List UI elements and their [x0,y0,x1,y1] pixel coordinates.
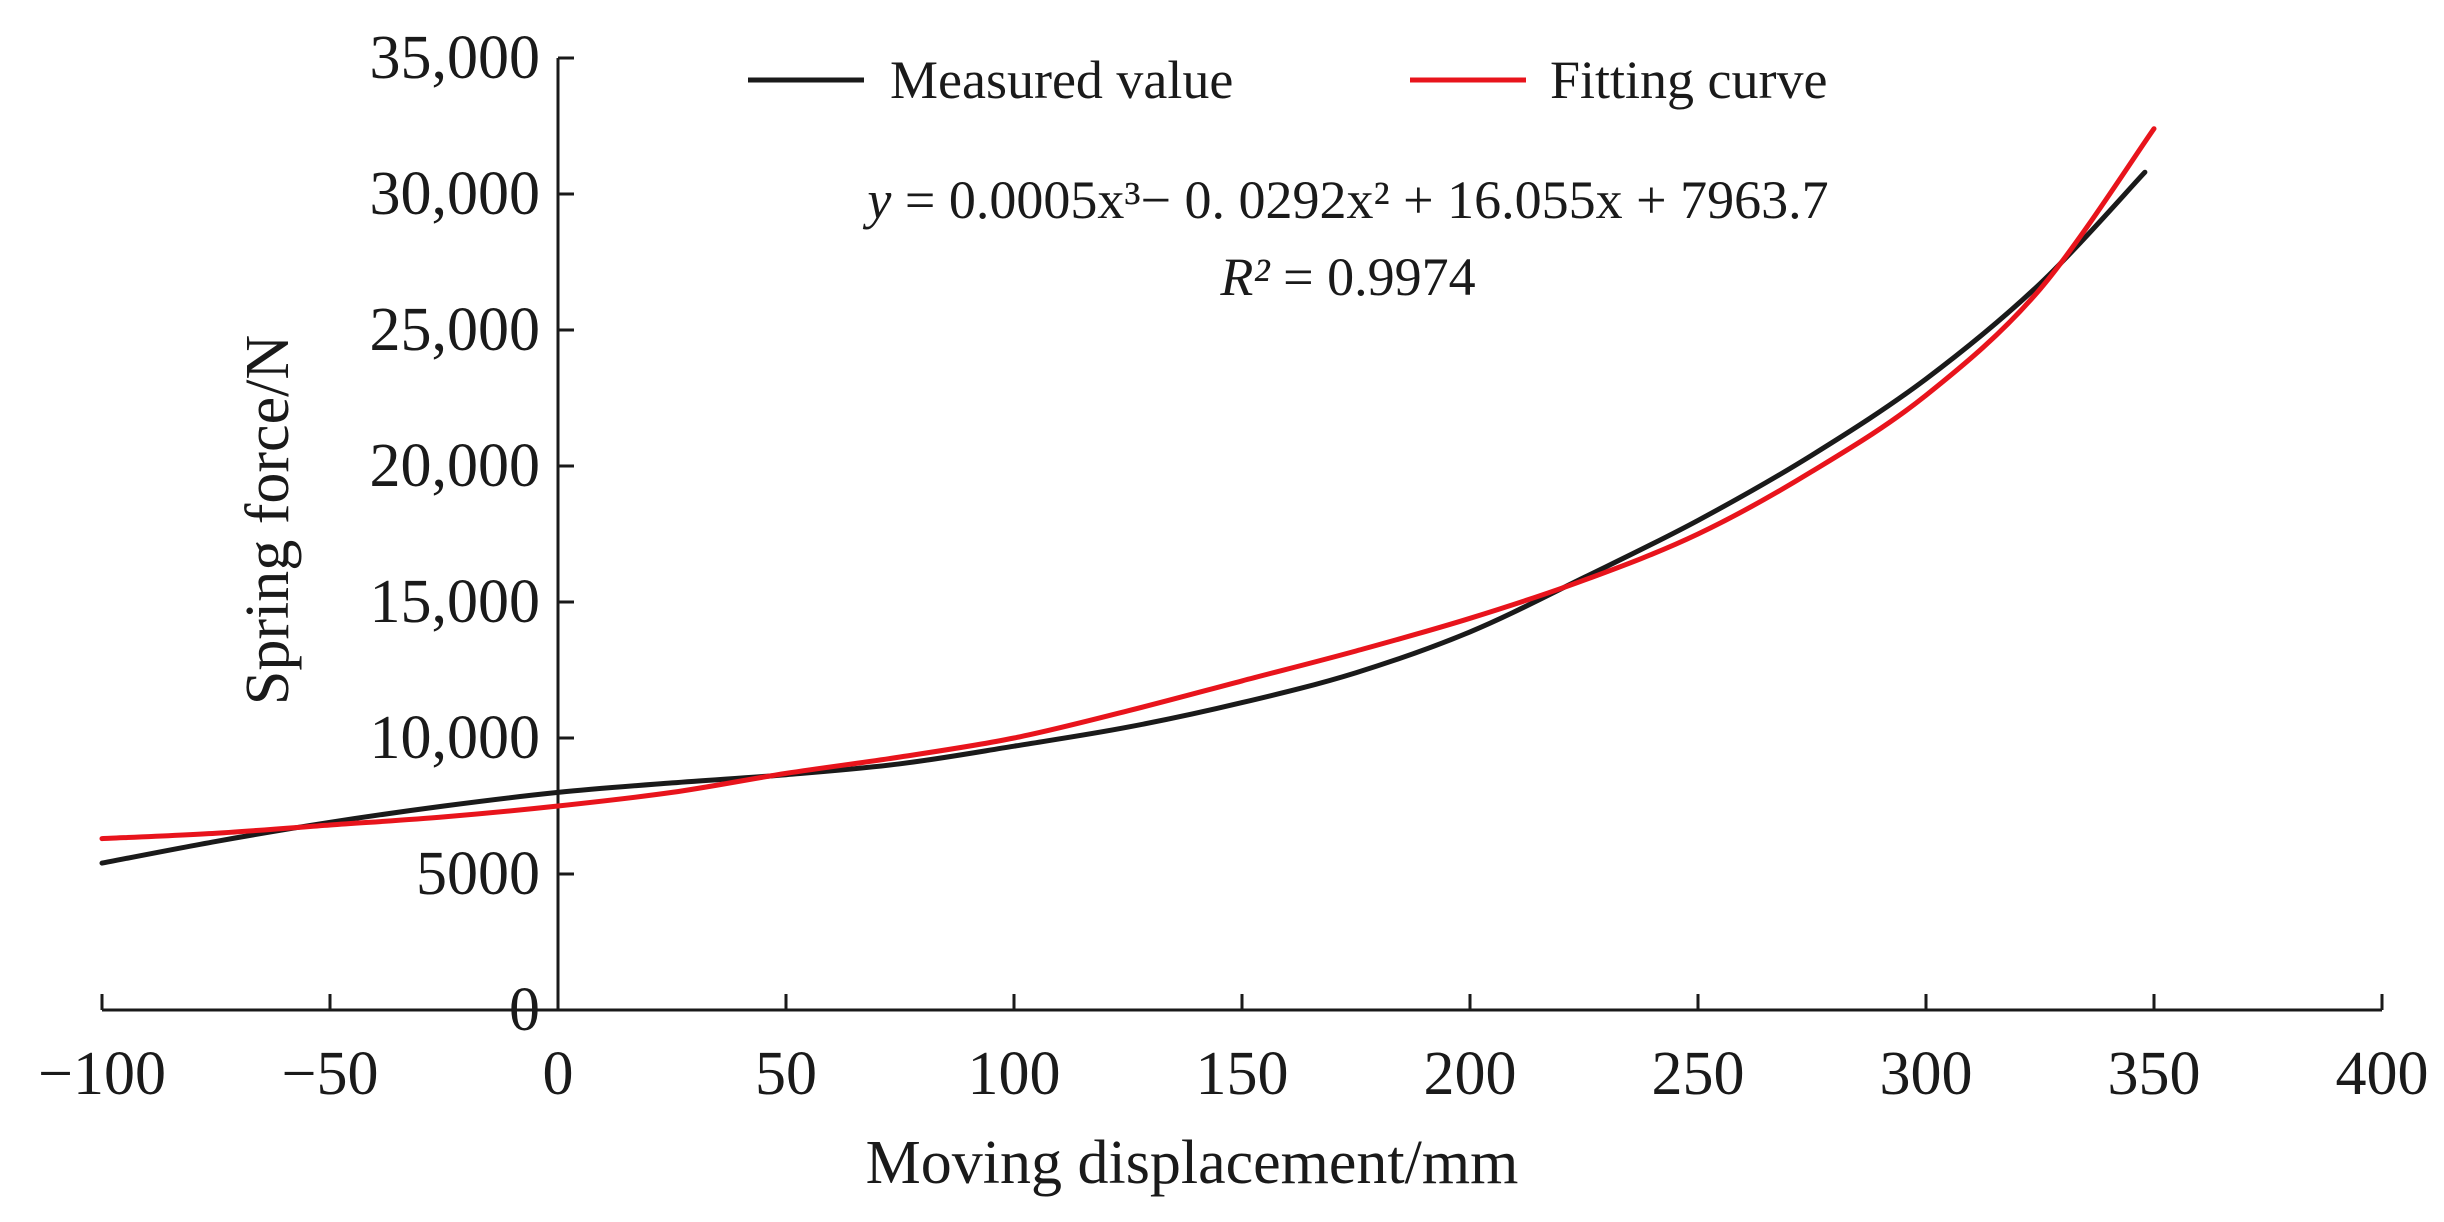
series-line-measured [99,169,2148,866]
y-tick-label: 0 [509,976,540,1044]
x-tick-label: 50 [755,1040,817,1108]
x-tick-label: −100 [38,1040,166,1108]
x-axis-label: Moving displacement/mm [866,1129,1519,1197]
y-tick-label: 5000 [416,840,540,908]
x-tick-label: −50 [282,1040,379,1108]
x-tick-label: 250 [1652,1040,1745,1108]
r-squared-label: R² [1219,247,1270,307]
y-tick-label: 25,000 [370,296,541,364]
series-line-fitted [99,126,2157,842]
r-squared-value: = 0.9974 [1270,247,1476,307]
x-axis-ticks: −100 −50 0 50 100 150 200 250 300 350 400 [38,994,2429,1108]
y-axis-ticks: 0 5000 10,000 15,000 20,000 25,000 30,000 35,00… [370,24,574,1044]
y-axis-label: Spring force/N [234,335,302,705]
x-tick-label: 300 [1880,1040,1973,1108]
x-tick-label: 400 [2336,1040,2429,1108]
x-tick-label: 200 [1424,1040,1517,1108]
y-tick-label: 10,000 [370,704,541,772]
x-tick-label: 150 [1196,1040,1289,1108]
legend-label-fitted: Fitting curve [1550,50,1827,110]
fit-equation: y = 0.0005x³− 0. 0292x² + 16.055x + 7963… [862,170,1828,230]
legend: Measured value Fitting curve [748,50,1827,110]
fit-annotation: y = 0.0005x³− 0. 0292x² + 16.055x + 7963… [862,170,1828,307]
y-tick-label: 15,000 [370,568,541,636]
y-tick-label: 35,000 [370,24,541,92]
y-tick-label: 20,000 [370,432,541,500]
fit-equation-y: y [862,170,891,230]
fit-r-squared: R² = 0.9974 [1219,247,1475,307]
x-tick-label: 0 [543,1040,574,1108]
fit-equation-body: = 0.0005x³− 0. 0292x² + 16.055x + 7963.7 [891,170,1828,230]
legend-label-measured: Measured value [890,50,1233,110]
y-tick-label: 30,000 [370,160,541,228]
series-lines [99,126,2157,866]
x-tick-label: 350 [2108,1040,2201,1108]
x-tick-label: 100 [968,1040,1061,1108]
